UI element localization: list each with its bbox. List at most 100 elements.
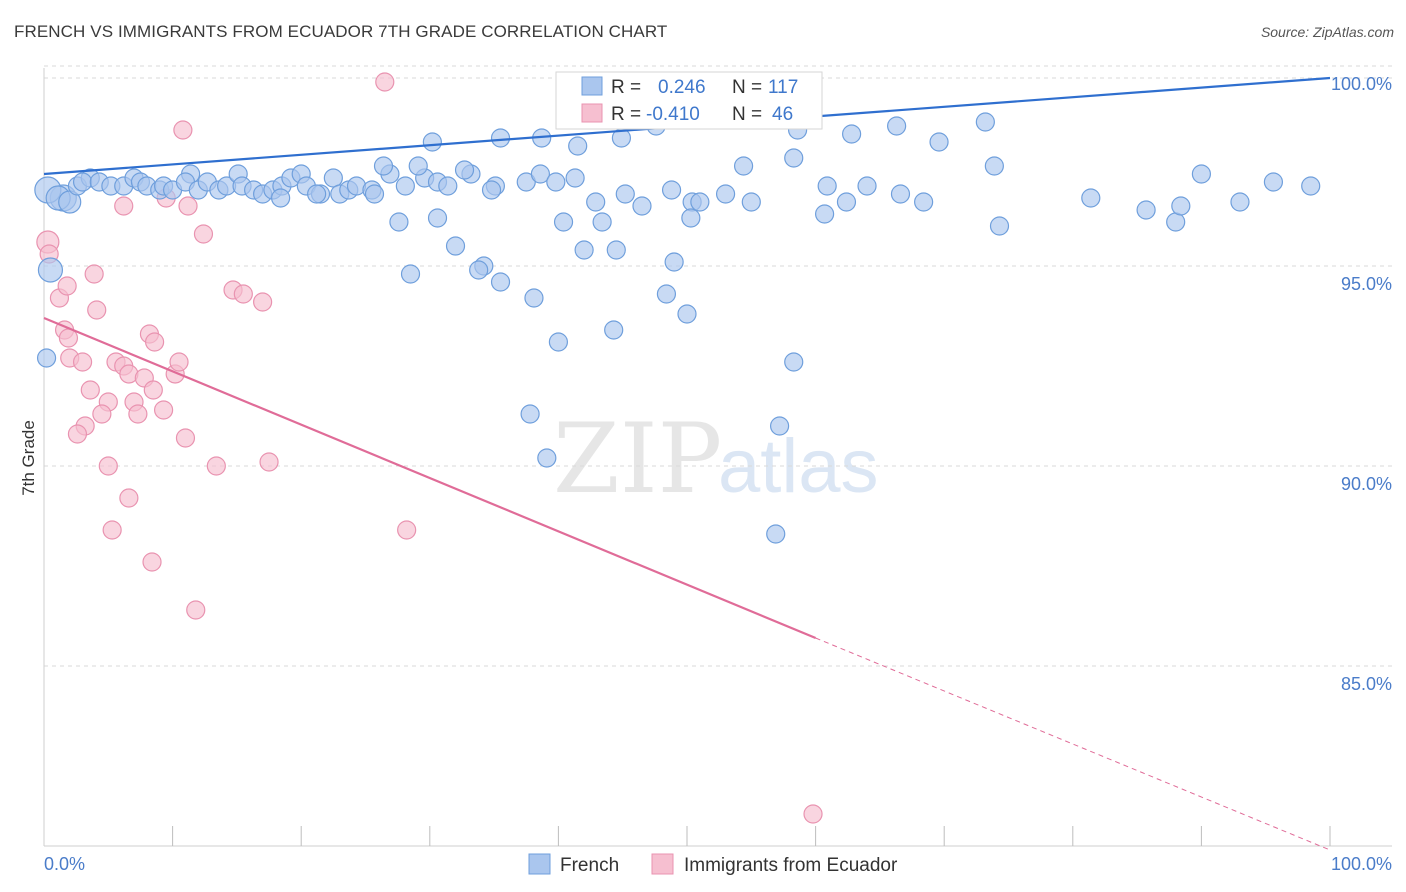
ecuador-point xyxy=(178,196,198,216)
ecuador-point xyxy=(80,380,100,400)
french-point xyxy=(1263,172,1284,192)
french-point xyxy=(664,252,684,272)
series-legend-label-ecuador: Immigrants from Ecuador xyxy=(684,855,898,876)
legend-r-label-french: R = xyxy=(611,77,641,98)
french-point xyxy=(524,288,544,308)
ecuador-point xyxy=(84,264,104,284)
french-point xyxy=(784,352,804,372)
french-point xyxy=(715,184,736,204)
legend-n-label-french: N = xyxy=(732,77,762,98)
ecuador-point xyxy=(144,332,165,352)
legend-swatch-french xyxy=(581,76,603,96)
french-point xyxy=(537,448,557,468)
ecuador-point xyxy=(143,380,163,400)
legend-r-value-french: 0.246 xyxy=(658,77,706,98)
french-point xyxy=(481,180,502,200)
ecuador-point xyxy=(92,404,112,424)
french-point xyxy=(914,192,934,212)
ecuador-point xyxy=(98,456,118,476)
french-point xyxy=(784,148,804,168)
ecuador-point xyxy=(114,196,134,216)
french-point xyxy=(438,176,458,196)
french-point xyxy=(733,156,754,176)
french-point xyxy=(661,180,682,200)
y-tick-label-2: 95.0% xyxy=(1341,274,1392,294)
french-point xyxy=(656,284,677,304)
french-points xyxy=(34,112,1321,544)
ecuador-point xyxy=(193,224,214,244)
french-point xyxy=(769,416,790,436)
ecuador-point xyxy=(119,488,139,508)
french-point xyxy=(72,172,93,192)
legend-n-value-french: 117 xyxy=(768,77,798,98)
ecuador-point xyxy=(253,292,273,312)
french-point xyxy=(1301,176,1321,196)
french-point xyxy=(815,204,835,224)
french-point xyxy=(677,304,697,324)
french-point xyxy=(553,212,574,232)
ecuador-point xyxy=(128,404,148,424)
ecuador-point xyxy=(87,300,107,320)
ecuador-point xyxy=(67,424,88,444)
y-tick-label-1: 90.0% xyxy=(1341,474,1392,494)
legend-n-label-ecuador: N = xyxy=(732,104,762,125)
french-point xyxy=(530,164,550,184)
french-point xyxy=(36,348,57,368)
stats-legend: R = 0.246 N = 117 R = -0.410 N = 46 xyxy=(555,71,823,130)
ecuador-point xyxy=(142,552,162,572)
chart-title: FRENCH VS IMMIGRANTS FROM ECUADOR 7TH GR… xyxy=(14,22,668,41)
legend-swatch-ecuador xyxy=(581,103,603,123)
french-point xyxy=(857,176,877,196)
ecuador-trend-extension xyxy=(815,637,1331,851)
series-legend-swatch-french xyxy=(528,853,551,875)
x-ticks: 0.0% 100.0% xyxy=(44,826,1392,874)
french-point xyxy=(364,184,385,204)
x-tick-label-0: 0.0% xyxy=(44,854,85,874)
y-tick-label-0: 85.0% xyxy=(1341,674,1392,694)
french-point xyxy=(1191,164,1212,184)
series-legend-label-french: French xyxy=(560,855,619,876)
french-point xyxy=(984,156,1004,176)
french-point xyxy=(586,192,606,212)
ecuador-point xyxy=(397,520,417,540)
french-point xyxy=(469,260,489,280)
french-point xyxy=(389,212,409,232)
french-point xyxy=(632,196,652,216)
x-tick-label-1: 100.0% xyxy=(1331,854,1392,874)
y-tick-labels: 85.0% 90.0% 95.0% 100.0% xyxy=(1331,74,1392,694)
french-point xyxy=(1136,200,1156,220)
ecuador-point xyxy=(169,352,189,372)
french-point xyxy=(975,112,995,132)
ecuador-point xyxy=(173,120,193,140)
french-point xyxy=(445,236,466,256)
french-point xyxy=(568,136,588,156)
y-axis-label: 7th Grade xyxy=(19,420,38,496)
ecuador-point xyxy=(375,72,395,92)
ecuador-point xyxy=(57,276,77,296)
grid-lines xyxy=(44,65,1392,667)
ecuador-point xyxy=(803,804,823,824)
french-point xyxy=(1166,212,1186,232)
french-point xyxy=(929,132,949,152)
ecuador-point xyxy=(153,400,174,420)
french-point xyxy=(766,524,786,544)
french-point xyxy=(1171,196,1191,216)
series-legend: French Immigrants from Ecuador xyxy=(528,853,898,876)
french-point xyxy=(37,257,64,283)
french-point xyxy=(741,192,761,212)
french-point xyxy=(565,168,585,188)
french-point xyxy=(817,176,837,196)
watermark-zip: ZIP xyxy=(553,403,722,515)
french-point xyxy=(323,168,343,188)
ecuador-point xyxy=(259,452,279,472)
french-point xyxy=(615,184,635,204)
ecuador-point xyxy=(186,600,206,620)
french-point xyxy=(490,128,511,148)
french-point xyxy=(408,156,428,176)
french-point xyxy=(842,124,862,144)
french-point xyxy=(592,212,612,232)
french-point xyxy=(490,272,511,292)
french-point xyxy=(271,188,291,208)
french-point xyxy=(681,208,701,228)
